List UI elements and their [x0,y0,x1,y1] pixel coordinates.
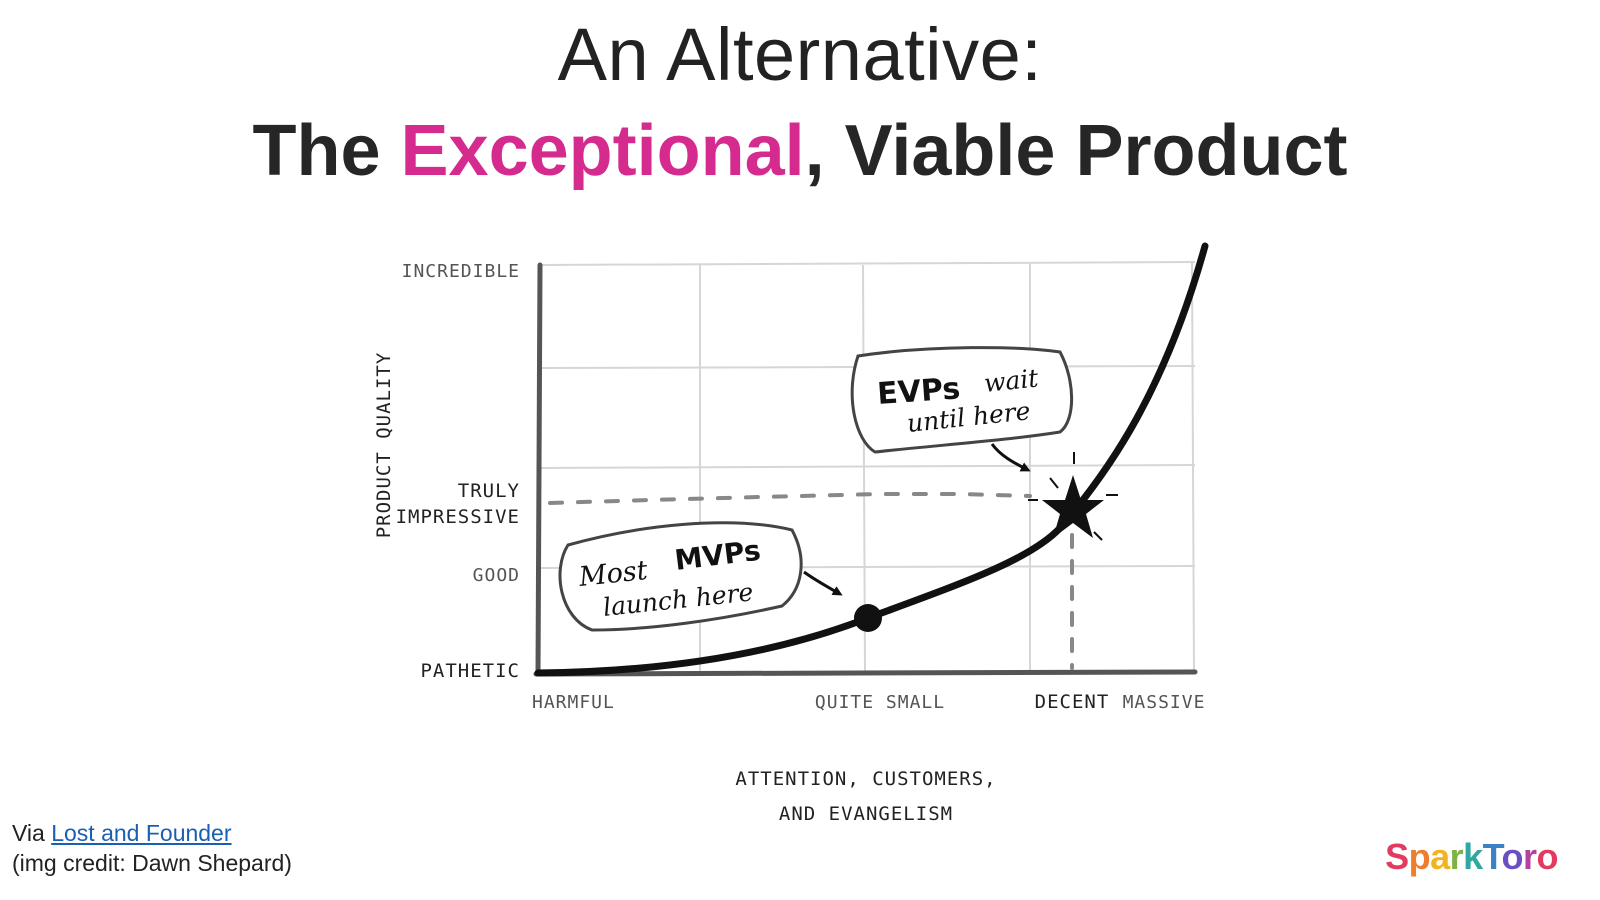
logo-letter: a [1430,836,1450,877]
x-axis-title-line1: ATTENTION, CUSTOMERS, [735,768,996,790]
logo-letter: o [1536,836,1559,877]
x-tick-quite-small: QUITE SMALL [815,692,945,713]
logo-letter: S [1385,836,1409,877]
mvp-bubble-most: Most [576,555,649,593]
logo-letter: r [1449,836,1464,877]
x-tick-decent: DECENT [1035,691,1110,713]
x-tick-massive: MASSIVE [1123,692,1206,713]
truly-impressive-dashed-line [548,492,1032,505]
grid-line-v4 [1191,261,1195,673]
evp-arrow [990,443,1031,472]
mvp-arrow [803,570,843,596]
logo-letter: p [1408,836,1431,877]
y-axis-title: PRODUCT QUALITY [373,352,395,539]
y-tick-pathetic: PATHETIC [420,660,520,682]
mvp-speech-bubble [558,521,803,632]
slide-title-line-1: An Alternative: [557,13,1043,96]
y-tick-truly: TRULY [458,480,520,502]
evp-bubble-wait: wait [983,363,1041,398]
logo-letter: r [1522,836,1537,877]
y-tick-incredible: INCREDIBLE [402,261,520,282]
lost-and-founder-link[interactable]: Lost and Founder [51,820,232,846]
slide-title-line-2: The Exceptional, Viable Product [0,110,1600,192]
growth-curve [534,242,1209,677]
logo-letter: o [1501,836,1523,877]
x-axis-line [533,669,1198,677]
y-tick-impressive: IMPRESSIVE [396,506,520,528]
image-credit: Via Lost and Founder (img credit: Dawn S… [12,818,292,878]
evp-speech-bubble [850,346,1074,454]
credit-img-line: (img credit: Dawn Shepard) [12,850,292,876]
y-axis-line [535,262,543,677]
grid-line-h3 [539,464,1196,469]
mvp-launch-point [854,604,882,632]
credit-via-line: Via Lost and Founder [12,818,292,848]
x-axis-title-line2: AND EVANGELISM [779,803,953,825]
x-tick-harmful: HARMFUL [532,692,615,713]
evp-star-icon [1028,452,1118,541]
y-tick-good: GOOD [473,565,520,586]
grid-line-v2 [862,264,866,673]
logo-letter: k [1463,836,1483,877]
title-suffix: , Viable Product [804,111,1348,191]
evp-bubble-bold: EVPs [876,371,961,412]
sparktoro-logo: SparkToro [1385,836,1558,878]
credit-via-prefix: Via [12,820,52,846]
title-prefix: The [252,111,401,191]
title-accent-word: Exceptional [400,111,805,191]
logo-letter: T [1482,836,1502,877]
grid-line-h1 [539,261,1196,266]
